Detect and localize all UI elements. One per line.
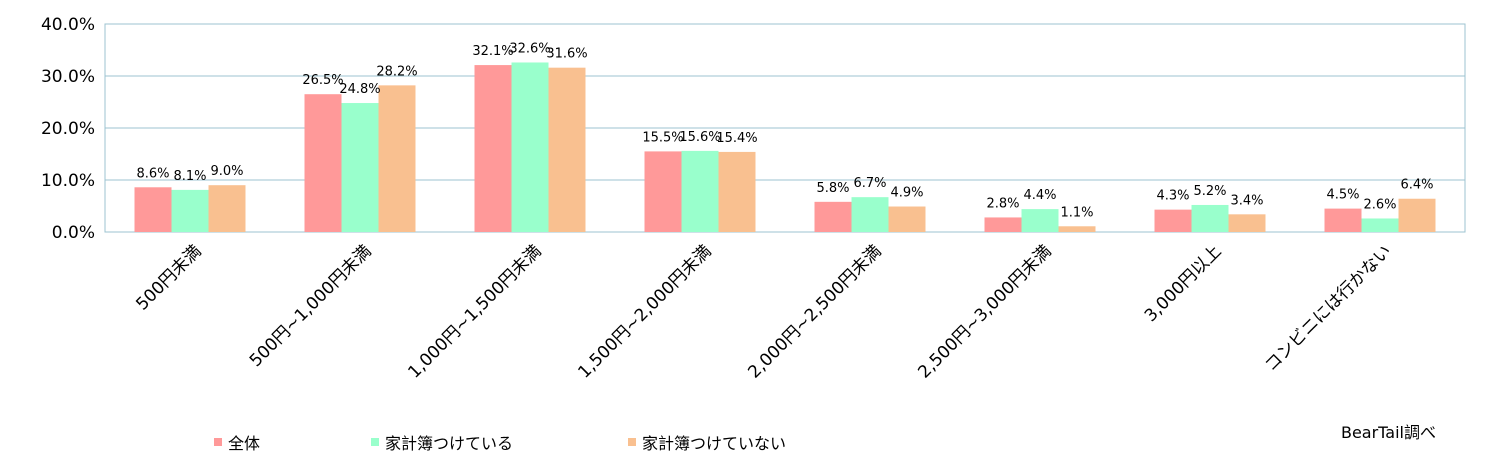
y-tick-label: 0.0% [52,223,95,243]
bar [548,67,586,233]
bar [304,94,342,232]
data-label: 3.4% [1230,193,1263,208]
data-label: 6.7% [853,176,886,191]
bar [1361,218,1399,232]
data-label: 32.6% [509,41,550,56]
bars [134,62,1436,233]
data-label: 28.2% [376,64,417,79]
bar [1058,226,1096,232]
data-label: 24.8% [339,82,380,97]
data-label: 8.1% [173,169,206,184]
x-tick-label: 500円未満 [132,241,205,314]
bar [208,185,246,232]
data-label: 4.9% [890,186,923,201]
data-label: 1.1% [1060,205,1093,220]
bar [644,151,682,232]
bar [718,151,756,232]
bar [681,150,719,232]
data-label: 5.8% [816,181,849,196]
data-label: 32.1% [472,44,513,59]
legend-swatch-0 [214,438,222,446]
x-tick-label: 1,000円~1,500円未満 [404,241,545,382]
bar [1228,214,1266,232]
data-label: 4.5% [1326,188,1359,203]
data-label: 31.6% [546,47,587,62]
x-tick-label: 500円~1,000円未満 [246,241,376,371]
bar [171,189,209,232]
y-tick-label: 30.0% [41,67,95,87]
x-tick-label: 2,500円~3,000円未満 [914,241,1055,382]
y-tick-label: 10.0% [41,171,95,191]
bar [1154,209,1192,232]
y-tick-label: 40.0% [41,15,95,35]
data-labels: 8.6% 8.1% 9.0% 26.5%24.8% 28.2% 32.1%32.6%31.… [136,41,1433,220]
bar [134,187,172,232]
legend-swatch-1 [371,438,379,446]
x-axis-tick-labels: 500円未満 500円~1,000円未満 1,000円~1,500円未満 1,500円… [132,241,1395,382]
bar [511,62,549,233]
x-tick-label: 2,000円~2,500円未満 [744,241,885,382]
data-label: 5.2% [1193,184,1226,199]
legend-label-1: 家計簿つけている [385,434,514,453]
data-label: 9.0% [210,164,243,179]
bar [378,85,416,232]
legend-item-2: 家計簿つけていない [628,430,786,454]
legend-label-0: 全体 [228,434,261,453]
data-label: 6.4% [1400,178,1433,193]
data-label: 26.5% [302,73,343,88]
legend: 全体 家計簿つけている 家計簿つけていない [0,430,1494,454]
legend-item-1: 家計簿つけている [371,430,513,454]
legend-label-2: 家計簿つけていない [642,434,787,453]
data-label: 15.6% [679,130,720,145]
data-label: 15.4% [716,131,757,146]
x-tick-label: コンビニには行かない [1261,241,1395,375]
bar [851,197,889,232]
legend-swatch-2 [628,438,636,446]
legend-item-0: 全体 [214,430,260,454]
data-label: 2.6% [1363,197,1396,212]
data-label: 2.8% [986,196,1019,211]
bar [1398,198,1436,232]
data-label: 8.6% [136,166,169,181]
bar [474,65,512,232]
bar [1021,209,1059,232]
y-tick-label: 20.0% [41,119,95,139]
source-note: BearTail調べ [1340,423,1436,442]
data-label: 4.4% [1023,188,1056,203]
x-tick-label: 1,500円~2,000円未満 [574,241,715,382]
bar [984,217,1022,232]
data-label: 15.5% [642,130,683,145]
y-axis-tick-labels: 0.0% 10.0% 20.0% 30.0% 40.0% [41,15,95,243]
bar [1324,208,1362,232]
x-tick-label: 3,000円以上 [1141,241,1226,326]
data-label: 4.3% [1156,189,1189,204]
bar [1191,204,1229,232]
bar [888,206,926,232]
bar [341,103,379,232]
bar [814,201,852,232]
